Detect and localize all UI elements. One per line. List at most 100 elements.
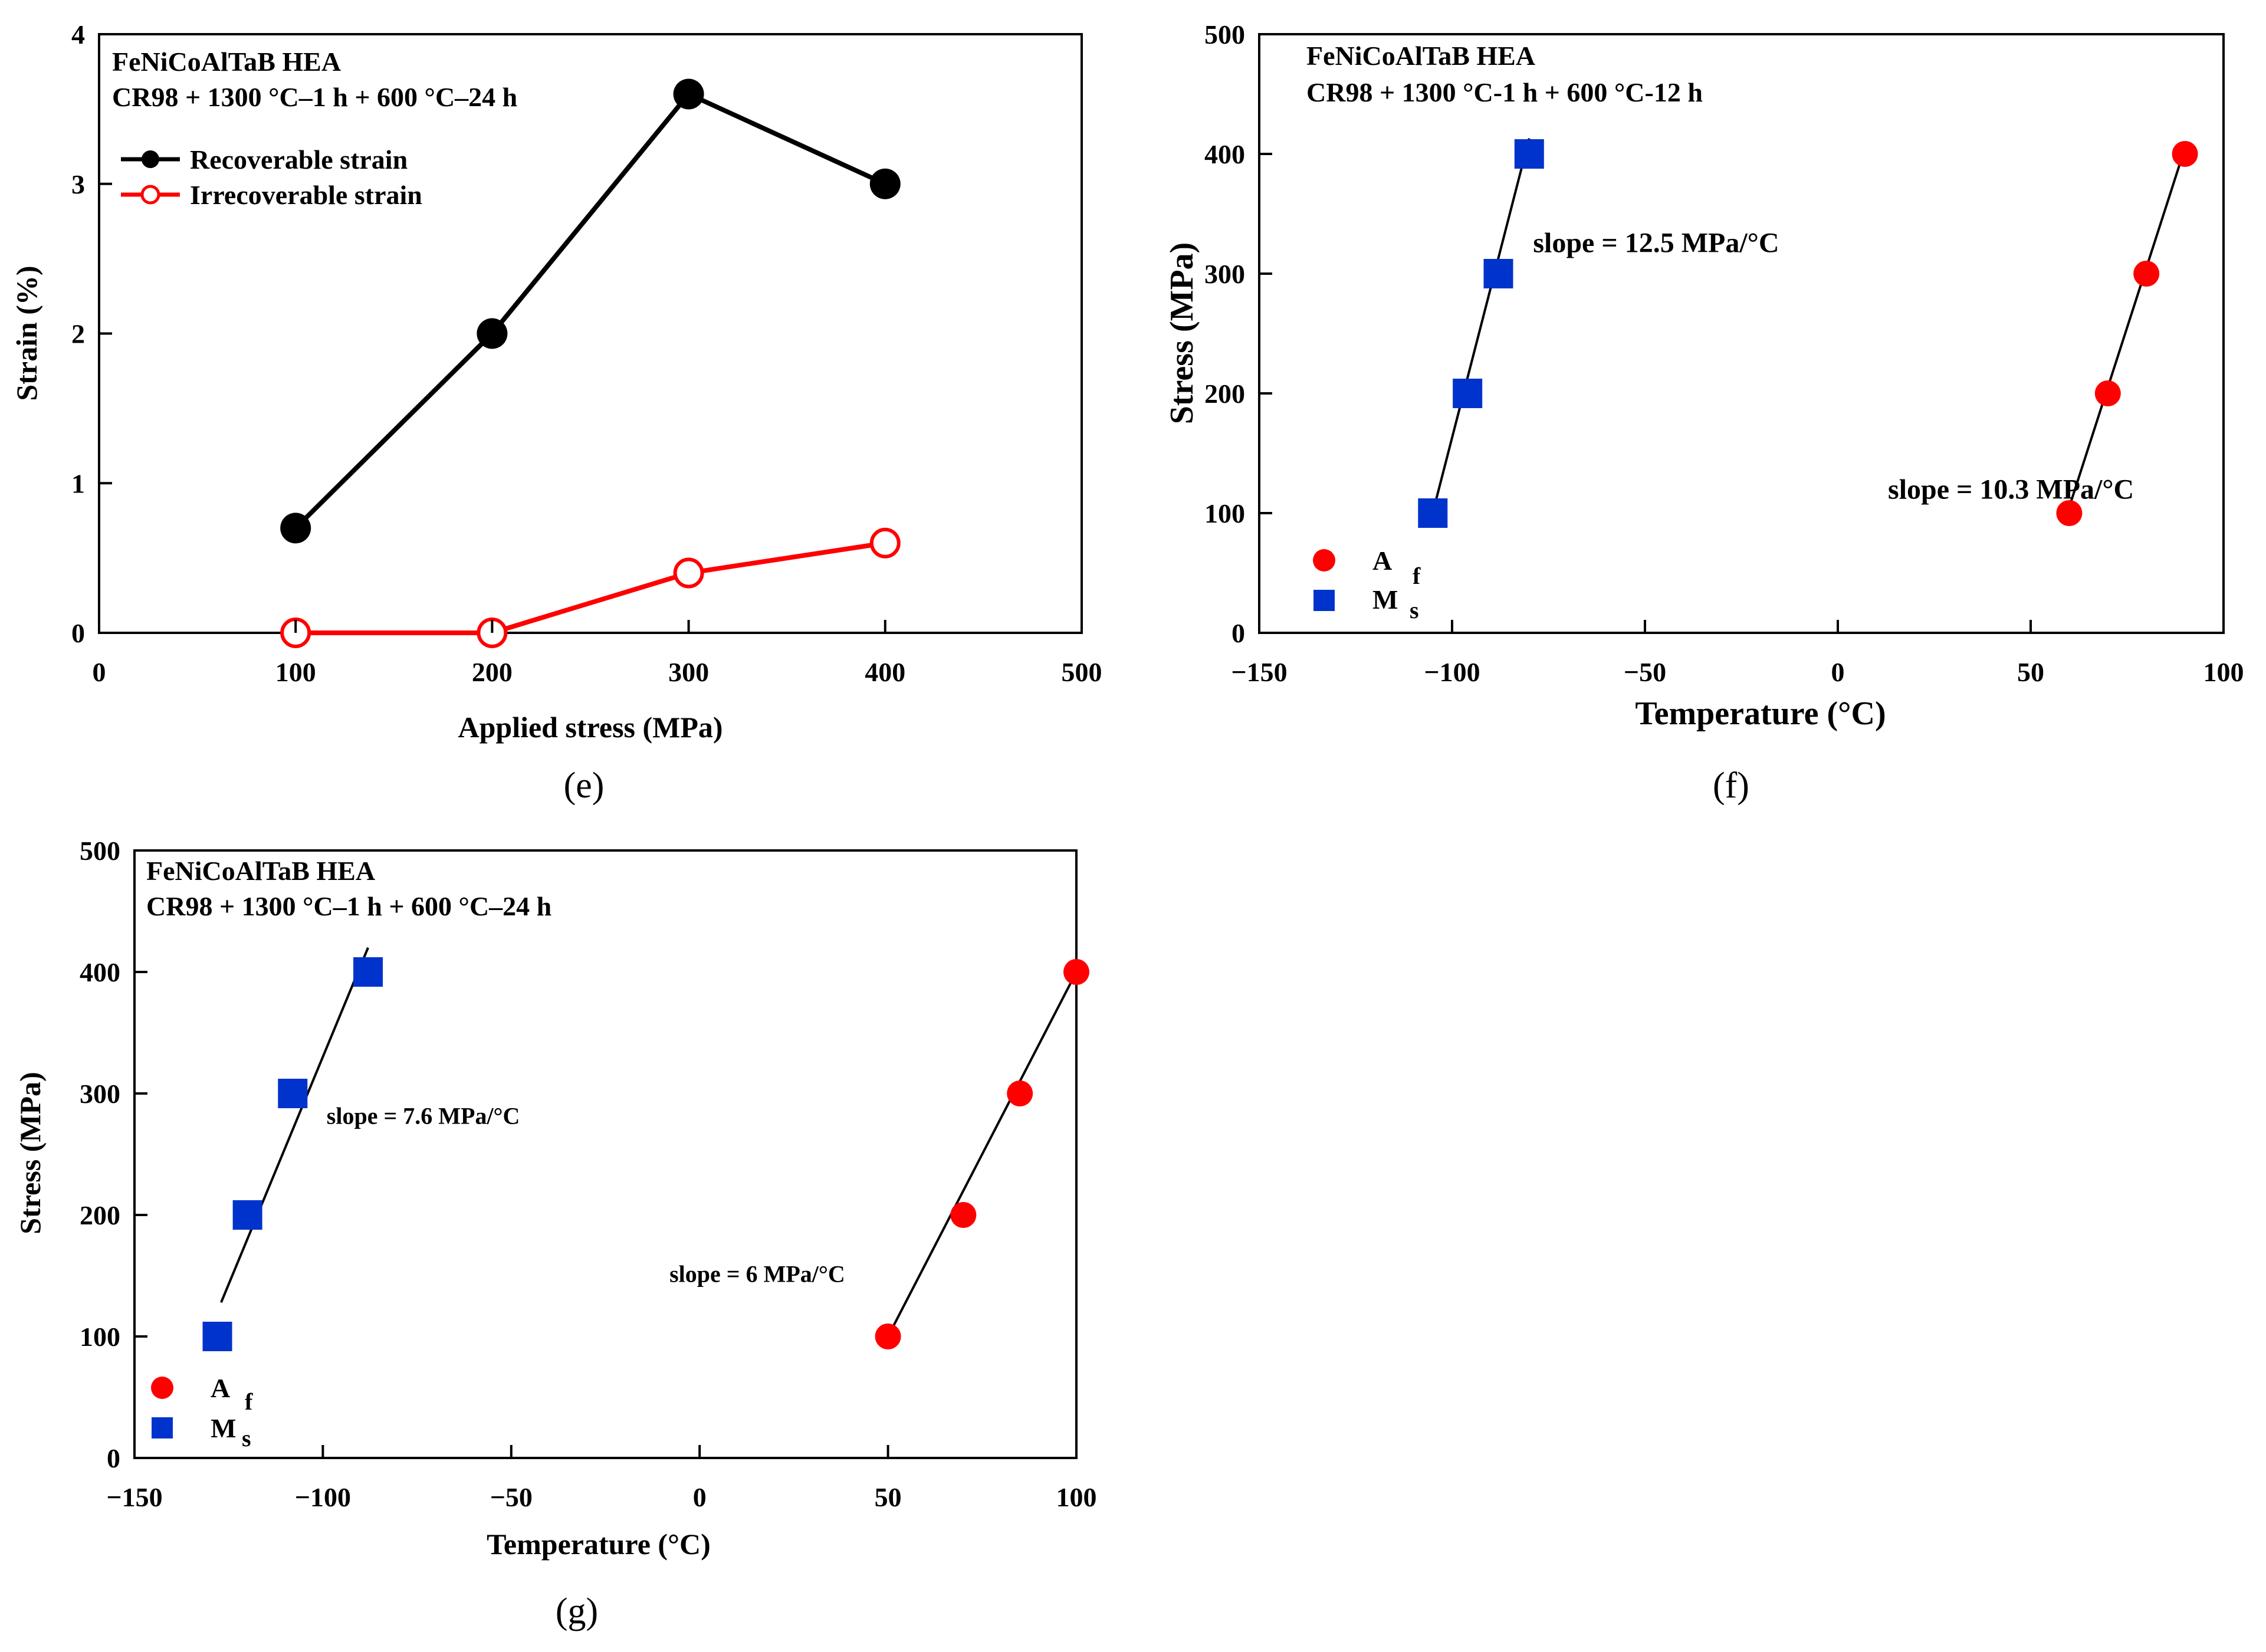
legend: A f M s xyxy=(1313,546,1421,623)
legend-marker-irrecoverable xyxy=(140,185,160,205)
plot-frame xyxy=(1258,33,2225,634)
x-tick-label: −50 xyxy=(1624,657,1666,687)
data-point xyxy=(875,1323,901,1349)
fit-line xyxy=(2064,147,2186,520)
x-tick-label: 0 xyxy=(93,657,106,687)
annotations: slope = 12.5 MPa/°C slope = 10.3 MPa/°C xyxy=(1533,227,2134,505)
chart-title-line-2: CR98 + 1300 °C-1 h + 600 °C-12 h xyxy=(1306,77,1703,107)
data-point xyxy=(477,318,508,349)
x-tick-label: 50 xyxy=(875,1482,902,1512)
annotations: slope = 7.6 MPa/°C slope = 6 MPa/°C xyxy=(327,1103,845,1288)
series-layer xyxy=(280,78,901,648)
legend-marker-ms xyxy=(152,1417,173,1438)
chart-title-line-1: FeNiCoAlTaB HEA xyxy=(112,47,341,77)
y-tick-label: 500 xyxy=(80,836,120,866)
y-tick-label: 0 xyxy=(107,1443,120,1473)
y-tick-label: 100 xyxy=(80,1322,120,1352)
chart-title-line-1: FeNiCoAlTaB HEA xyxy=(146,856,375,886)
slope-annotation: slope = 7.6 MPa/°C xyxy=(327,1103,520,1129)
legend-label-recoverable: Recoverable strain xyxy=(190,144,408,175)
x-tick-label: 300 xyxy=(668,657,709,687)
x-tick-label: 100 xyxy=(1056,1482,1097,1512)
legend-subscript-ms: s xyxy=(1410,597,1419,623)
legend-label-af: A xyxy=(211,1373,230,1403)
x-axis-label: Temperature (°C) xyxy=(1635,695,1886,732)
data-point xyxy=(869,168,901,199)
slope-annotation: slope = 6 MPa/°C xyxy=(669,1260,845,1287)
y-tick-label: 400 xyxy=(80,957,120,987)
data-point xyxy=(2056,500,2083,526)
series-layer xyxy=(202,957,1089,1351)
data-point xyxy=(2172,141,2198,167)
legend-subscript-af: f xyxy=(245,1388,253,1415)
y-tick-label: 200 xyxy=(1204,379,1245,409)
plot-frame xyxy=(133,849,1078,1459)
panel-label: (f) xyxy=(1713,766,1749,806)
y-ticks: 0 100 200 300 400 500 xyxy=(1204,19,1272,648)
y-tick-label: 0 xyxy=(1231,618,1245,648)
legend-label-ms: M xyxy=(211,1413,236,1443)
y-axis-label: Strain (%) xyxy=(10,265,43,400)
series-line xyxy=(295,540,886,635)
legend: Recoverable strain Irrecoverable strain xyxy=(121,144,422,210)
data-point xyxy=(1483,259,1513,288)
y-ticks: 0 100 200 300 400 500 xyxy=(80,836,147,1473)
data-point xyxy=(2094,380,2121,406)
x-axis-label: Temperature (°C) xyxy=(487,1528,711,1561)
legend-marker-recoverable xyxy=(142,150,159,168)
x-tick-label: 0 xyxy=(1831,657,1845,687)
data-point xyxy=(232,1200,262,1230)
panel-label: (g) xyxy=(556,1591,598,1631)
chart-title-line-1: FeNiCoAlTaB HEA xyxy=(1306,41,1535,71)
legend-entry-ms: M s xyxy=(1313,584,1419,623)
data-point xyxy=(1418,498,1448,528)
legend-entry-af: A f xyxy=(151,1373,253,1415)
legend-entry-ms: M s xyxy=(152,1413,251,1451)
y-tick-label: 100 xyxy=(1204,498,1245,528)
x-tick-label: 100 xyxy=(275,657,316,687)
x-tick-label: 100 xyxy=(2203,657,2244,687)
legend: A f M s xyxy=(151,1373,253,1451)
legend-marker-af xyxy=(1313,549,1335,572)
fit-lines xyxy=(220,947,1078,1337)
y-tick-label: 300 xyxy=(80,1079,120,1109)
legend-marker-af xyxy=(151,1377,173,1399)
x-axis-label: Applied stress (MPa) xyxy=(458,711,723,744)
data-point xyxy=(202,1322,232,1351)
legend-entry-recoverable: Recoverable strain xyxy=(121,144,408,175)
data-point xyxy=(1453,379,1483,408)
y-axis-label: Stress (MPa) xyxy=(1164,242,1200,424)
data-point xyxy=(950,1202,977,1228)
slope-annotation: slope = 10.3 MPa/°C xyxy=(1888,474,2134,505)
legend-subscript-af: f xyxy=(1413,563,1421,589)
panel-label: (e) xyxy=(564,766,605,806)
slope-annotation: slope = 12.5 MPa/°C xyxy=(1533,227,1779,258)
x-tick-label: 0 xyxy=(693,1482,707,1512)
series-line xyxy=(294,91,886,530)
fit-lines xyxy=(1427,138,2186,528)
data-point xyxy=(673,557,704,589)
panel-e: 0 100 200 300 400 500 0 1 2 3 4 FeNiCoAlTaB HEA C… xyxy=(10,19,1102,806)
y-tick-label: 200 xyxy=(80,1200,120,1230)
x-ticks: −150 −100 −50 0 50 100 xyxy=(106,1445,1097,1512)
data-point xyxy=(278,1079,308,1108)
fit-line xyxy=(1427,138,1531,528)
y-tick-label: 500 xyxy=(1204,19,1245,50)
data-point xyxy=(2133,261,2160,287)
y-axis-label: Stress (MPa) xyxy=(14,1072,47,1234)
x-tick-label: 400 xyxy=(865,657,905,687)
data-point xyxy=(869,527,901,559)
legend-subscript-ms: s xyxy=(242,1425,251,1451)
legend-label-irrecoverable: Irrecoverable strain xyxy=(190,180,422,210)
y-tick-label: 400 xyxy=(1204,139,1245,169)
panel-f: −150 −100 −50 0 50 100 0 100 200 300 400 500 slope… xyxy=(1164,19,2244,806)
panel-g: −150 −100 −50 0 50 100 0 100 200 300 400 500 slope… xyxy=(14,836,1097,1631)
x-ticks: −150 −100 −50 0 50 100 xyxy=(1231,620,2244,687)
x-tick-label: −150 xyxy=(1231,657,1287,687)
x-tick-label: 50 xyxy=(2017,657,2044,687)
x-tick-label: 200 xyxy=(472,657,513,687)
chart-title-line-2: CR98 + 1300 °C–1 h + 600 °C–24 h xyxy=(146,891,551,921)
data-point xyxy=(1514,139,1544,169)
data-point xyxy=(673,78,704,110)
